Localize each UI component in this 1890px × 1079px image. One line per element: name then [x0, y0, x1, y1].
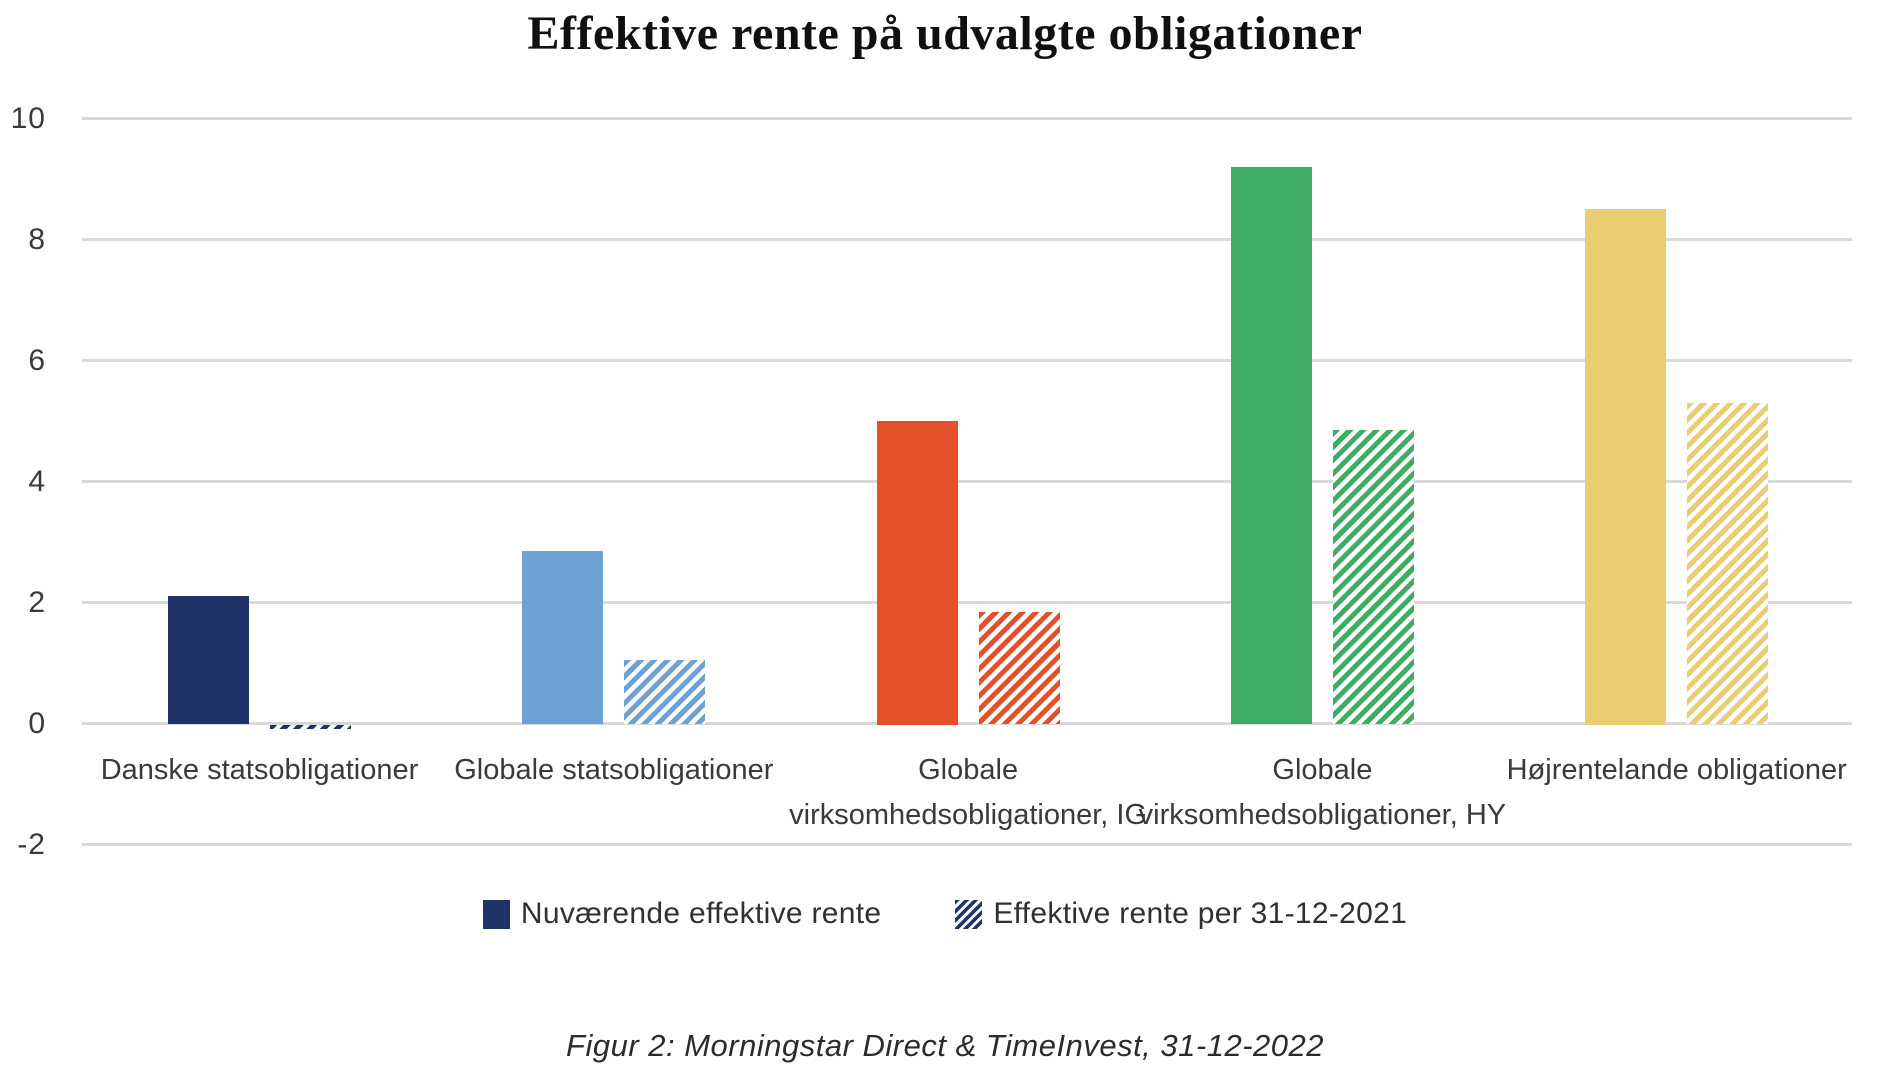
- bar-solid-4: [1585, 209, 1667, 725]
- gridline-6: [82, 359, 1852, 362]
- category-label-3: Globale virksomhedsobligationer, HY: [1092, 748, 1552, 838]
- legend: Nuværende effektive rente Effektive rent…: [0, 897, 1890, 931]
- bar-hatched-4: [1687, 402, 1769, 725]
- gridline-10: [82, 117, 1852, 120]
- category-label-line: virksomhedsobligationer, IG: [789, 799, 1148, 831]
- y-tick-10: 10: [10, 101, 46, 135]
- bar-hatched-3: [1332, 430, 1414, 725]
- category-label-2: Globale virksomhedsobligationer, IG: [738, 748, 1198, 838]
- category-label-line: virksomhedsobligationer, HY: [1138, 799, 1507, 831]
- bar-hatched-0: [270, 724, 351, 730]
- chart-title: Effektive rente på udvalgte obligationer: [527, 7, 1363, 60]
- legend-label-2021: Effektive rente per 31-12-2021: [993, 897, 1408, 930]
- figure-caption: Figur 2: Morningstar Direct & TimeInvest…: [566, 1028, 1324, 1063]
- category-label-1: Globale statsobligationer: [384, 748, 844, 793]
- y-tick--2: -2: [17, 827, 46, 861]
- category-label-line: Højrentelande obligationer: [1506, 754, 1847, 786]
- gridline--2: [82, 843, 1852, 846]
- gridline-0: [82, 722, 1852, 725]
- bar-solid-1: [522, 551, 604, 725]
- y-tick-6: 6: [28, 343, 46, 377]
- category-label-0: Danske statsobligationer: [30, 748, 490, 793]
- y-tick-0: 0: [28, 706, 46, 740]
- bar-hatched-2: [978, 611, 1060, 725]
- y-tick-2: 2: [28, 585, 46, 619]
- y-tick-8: 8: [28, 222, 46, 256]
- category-label-line: Globale: [1272, 754, 1373, 786]
- category-label-line: Danske statsobligationer: [100, 754, 419, 786]
- gridline-8: [82, 238, 1852, 241]
- category-label-line: Globale: [918, 754, 1019, 786]
- legend-label-current: Nuværende effektive rente: [520, 897, 882, 930]
- legend-swatch-hatched: [955, 899, 983, 929]
- legend-swatch-solid: [482, 899, 510, 929]
- bar-solid-2: [876, 421, 958, 725]
- gridline-4: [82, 480, 1852, 483]
- category-label-4: Højrentelande obligationer: [1447, 748, 1890, 793]
- legend-item-current: Nuværende effektive rente: [482, 897, 882, 931]
- gridline-2: [82, 601, 1852, 604]
- y-tick-4: 4: [28, 464, 46, 498]
- bar-hatched-1: [624, 659, 706, 725]
- category-label-line: Globale statsobligationer: [454, 754, 774, 786]
- legend-item-2021: Effektive rente per 31-12-2021: [955, 897, 1407, 931]
- bar-solid-3: [1230, 166, 1312, 725]
- bar-solid-0: [168, 596, 249, 725]
